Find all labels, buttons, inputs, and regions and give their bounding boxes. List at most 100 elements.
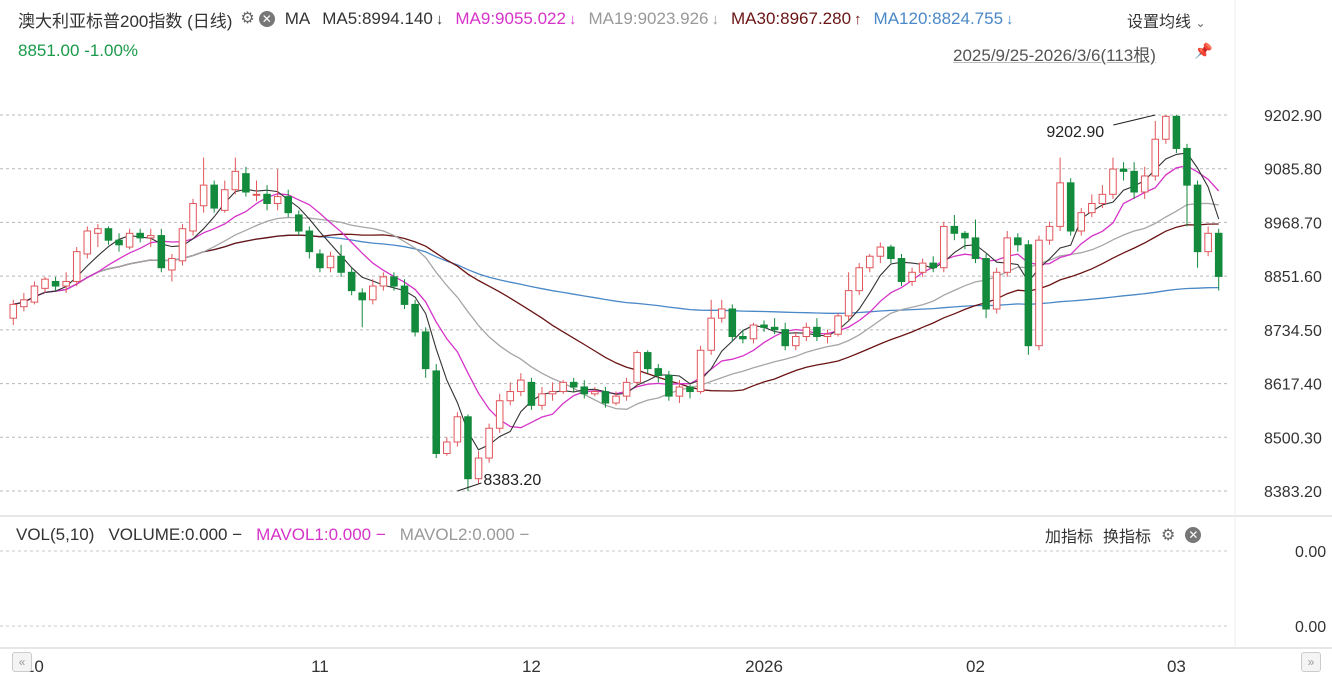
- y-tick-label: 8968.70: [1264, 215, 1322, 232]
- candle-body: [284, 196, 292, 214]
- candle-body: [781, 329, 789, 347]
- switch-indicator-button[interactable]: 换指标: [1103, 529, 1152, 546]
- candle-body: [1214, 232, 1223, 277]
- ma-legend-item: MA5:8994.140 ↓: [322, 9, 444, 28]
- candle-body: [950, 225, 959, 234]
- candle-body: [971, 237, 980, 260]
- candle-body: [432, 370, 441, 454]
- candle-body: [612, 395, 620, 404]
- candle-body: [295, 214, 303, 232]
- candle-body: [337, 255, 345, 273]
- candle-body: [326, 255, 335, 269]
- candle-body: [125, 232, 134, 248]
- candle-body: [940, 225, 948, 269]
- volume-y-tick-label: 0.00: [1295, 619, 1326, 636]
- candle-body: [9, 303, 18, 319]
- candle-body: [601, 391, 610, 404]
- candle-body: [591, 391, 599, 395]
- candle-body: [210, 184, 218, 209]
- candle-body: [1151, 138, 1160, 177]
- candle-body: [929, 262, 937, 269]
- candle-body: [580, 386, 589, 395]
- candle-body: [146, 235, 155, 239]
- candle-body: [686, 386, 694, 393]
- candle-body: [464, 416, 472, 480]
- ma-legend-item: MA9:9055.022 ↓: [455, 9, 577, 28]
- ma-settings-label: 设置均线: [1127, 14, 1192, 31]
- candle-body: [791, 336, 800, 347]
- ma-trend-arrow: ↓: [1006, 11, 1014, 28]
- candle-body: [506, 391, 515, 402]
- candle-body: [411, 303, 419, 333]
- scroll-right-button[interactable]: »: [1301, 652, 1321, 672]
- ma19-line: [13, 202, 1219, 410]
- scroll-left-button[interactable]: «: [12, 652, 32, 672]
- candle-body: [717, 308, 726, 319]
- close-icon[interactable]: ✕: [258, 11, 275, 27]
- candle-body: [421, 331, 430, 370]
- candle-body: [30, 285, 39, 303]
- candle-body: [1193, 184, 1202, 253]
- close-icon[interactable]: ✕: [1185, 527, 1202, 543]
- candle-body: [1204, 232, 1212, 253]
- ma-legend-item: MA30:8967.280 ↑: [731, 9, 862, 28]
- candle-body: [252, 193, 261, 196]
- chart-title: 澳大利亚标普200指数 (日线): [18, 11, 233, 31]
- candle-body: [834, 315, 842, 335]
- price-change-readout: 8851.00 -1.00%: [18, 41, 139, 60]
- annotation-label: 9202.90: [1046, 124, 1104, 141]
- candle-body: [897, 258, 906, 282]
- volume-controls: 加指标 换指标 ⚙ ✕: [1045, 524, 1202, 546]
- candle-body: [20, 299, 28, 308]
- ma-trend-arrow: ↑: [854, 11, 862, 28]
- candle-body: [527, 381, 536, 406]
- gear-icon[interactable]: ⚙: [1161, 527, 1176, 544]
- candle-body: [305, 230, 314, 253]
- candle-body: [379, 276, 388, 287]
- candle-body: [675, 386, 684, 397]
- candle-body: [865, 255, 874, 269]
- candle-body: [94, 228, 102, 234]
- candle-body: [104, 228, 113, 241]
- candle-body: [918, 262, 927, 273]
- gear-icon[interactable]: ⚙: [240, 10, 255, 27]
- candle-body: [739, 336, 747, 340]
- candle-body: [1109, 168, 1117, 195]
- candle-body: [770, 326, 779, 331]
- candle-body: [961, 232, 969, 239]
- candle-body: [1119, 168, 1128, 172]
- candle-body: [643, 352, 652, 370]
- candle-body: [548, 391, 557, 395]
- candle-body: [855, 267, 863, 292]
- y-tick-label: 8734.50: [1264, 323, 1322, 340]
- candle-body: [802, 326, 811, 338]
- pin-icon[interactable]: 📌: [1194, 43, 1213, 60]
- chart-header: 澳大利亚标普200指数 (日线) ⚙ ✕ MA MA5:8994.140 ↓ MA9…: [18, 6, 1014, 32]
- candle-body: [908, 271, 916, 282]
- candle-body: [1066, 182, 1075, 232]
- candle-body: [358, 292, 367, 301]
- candle-body: [887, 246, 895, 260]
- ma-legend-item: MA120:8824.755 ↓: [873, 9, 1014, 28]
- ma-legend: MA5:8994.140 ↓ MA9:9055.022 ↓ MA19:9023.926 ↓…: [310, 9, 1013, 29]
- date-range-readout[interactable]: 2025/9/25-2026/3/6(113根): [953, 46, 1156, 65]
- candle-body: [1162, 115, 1170, 140]
- candle-body: [189, 202, 197, 232]
- candle-body: [1098, 193, 1107, 204]
- candle-body: [876, 246, 885, 257]
- candle-body: [813, 326, 821, 338]
- ma-settings-dropdown[interactable]: 设置均线 ⌄: [1127, 8, 1206, 32]
- candle-body: [41, 278, 49, 289]
- candle-body: [844, 290, 853, 317]
- candle-body: [622, 381, 631, 397]
- y-tick-label: 8383.20: [1264, 484, 1322, 501]
- candle-body: [62, 280, 70, 287]
- candle-body: [347, 271, 356, 292]
- candle-body: [1056, 182, 1064, 227]
- candle-body: [1088, 202, 1096, 214]
- x-tick-label: 03: [1167, 657, 1186, 676]
- add-indicator-button[interactable]: 加指标: [1045, 529, 1094, 546]
- candle-body: [390, 276, 398, 287]
- volume-y-tick-label: 0.00: [1295, 544, 1326, 561]
